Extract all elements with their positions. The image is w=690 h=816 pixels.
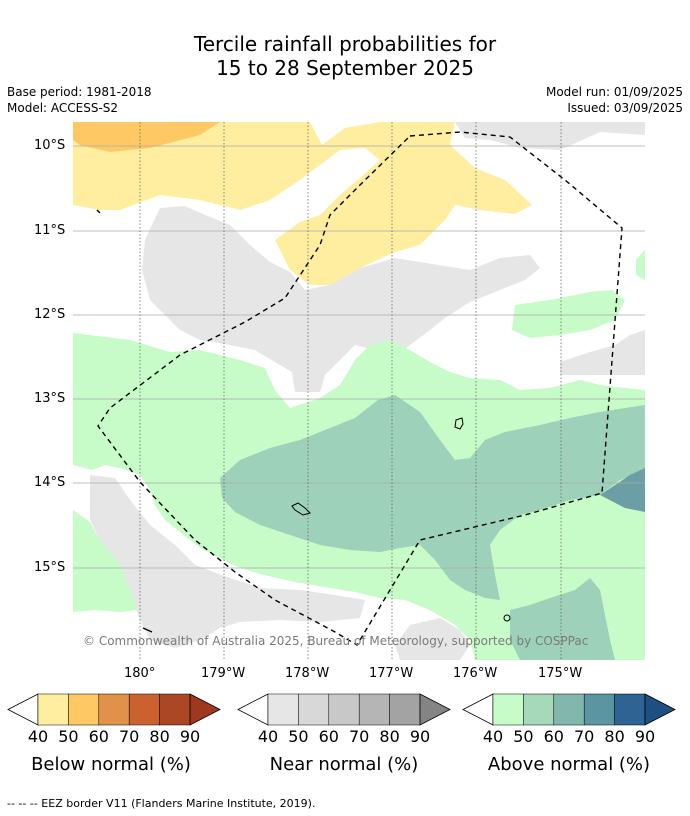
island-small bbox=[503, 614, 511, 622]
colorbar-segment bbox=[37, 693, 69, 726]
colorbar-tick-label: 90 bbox=[634, 727, 656, 746]
base-period: Base period: 1981-2018 bbox=[7, 85, 152, 99]
lon-label-179w: 179°W bbox=[201, 666, 246, 681]
lon-label-176w: 176°W bbox=[453, 666, 498, 681]
colorbar-caption-below: Below normal (%) bbox=[31, 754, 191, 775]
colorbar-caption-near: Near normal (%) bbox=[269, 754, 419, 775]
colorbar-tick-label: 50 bbox=[288, 727, 309, 746]
lon-label-180: 180° bbox=[124, 666, 156, 681]
colorbar-tick-label: 70 bbox=[119, 727, 140, 746]
island-futuna bbox=[291, 502, 311, 516]
eez-legend-note: -- -- -- EEZ border V11 (Flanders Marine… bbox=[7, 797, 316, 810]
colorbar-under-triangle bbox=[462, 693, 494, 726]
lon-label-175w: 175°W bbox=[538, 666, 583, 681]
colorbar-under-triangle bbox=[7, 693, 39, 726]
colorbar-segment bbox=[267, 693, 299, 726]
colorbar-tick-label: 90 bbox=[179, 727, 201, 746]
colorbar-tick-label: 80 bbox=[604, 727, 625, 746]
colorbar-segment bbox=[614, 693, 646, 726]
copyright-notice: © Commonwealth of Australia 2025, Bureau… bbox=[83, 634, 589, 648]
colorbar-segment bbox=[523, 693, 555, 726]
below-normal-50-region bbox=[73, 122, 220, 152]
colorbar-caption-above: Above normal (%) bbox=[487, 754, 651, 775]
colorbar-tick-label: 40 bbox=[257, 727, 279, 746]
above-normal-region-northeast bbox=[512, 290, 625, 338]
above-normal-60-region bbox=[600, 468, 645, 512]
colorbar-tick-label: 40 bbox=[27, 727, 49, 746]
near-normal-region-south bbox=[395, 618, 470, 660]
colorbar-near-normal bbox=[237, 693, 451, 726]
colorbar-over-triangle bbox=[419, 693, 451, 726]
map-title-line2: 15 to 28 September 2025 bbox=[216, 56, 474, 80]
colorbar-tick-label: 80 bbox=[379, 727, 400, 746]
below-normal-region bbox=[73, 122, 532, 285]
above-normal-50-region-southeast bbox=[510, 578, 615, 660]
near-normal-region-north bbox=[455, 122, 645, 150]
colorbar-tick-label: 60 bbox=[318, 727, 339, 746]
above-normal-region-edge bbox=[636, 250, 645, 280]
issued-date: Issued: 03/09/2025 bbox=[567, 101, 683, 115]
above-normal-50-region bbox=[220, 395, 645, 600]
lon-label-177w: 177°W bbox=[369, 666, 414, 681]
colorbar-segment bbox=[98, 693, 130, 726]
colorbar-segment bbox=[583, 693, 615, 726]
colorbar-segment bbox=[298, 693, 330, 726]
colorbar-segment bbox=[128, 693, 160, 726]
probability-regions bbox=[73, 122, 645, 660]
colorbar-tick-label: 50 bbox=[513, 727, 534, 746]
colorbar-tick-label: 60 bbox=[543, 727, 564, 746]
colorbar-tick-label: 60 bbox=[88, 727, 109, 746]
island-wallis bbox=[454, 417, 464, 430]
lat-label-15s: 15°S bbox=[34, 560, 66, 575]
colorbar-over-triangle bbox=[189, 693, 221, 726]
forecast-map bbox=[73, 122, 645, 660]
colorbar-tick-label: 50 bbox=[58, 727, 79, 746]
colorbar-segment bbox=[553, 693, 585, 726]
map-title-line1: Tercile rainfall probabilities for bbox=[193, 32, 497, 56]
colorbar-tick-label: 80 bbox=[149, 727, 170, 746]
lat-label-13s: 13°S bbox=[34, 391, 66, 406]
near-normal-region-central bbox=[142, 206, 540, 392]
colorbar-segment bbox=[492, 693, 524, 726]
colorbar-tick-label: 90 bbox=[409, 727, 431, 746]
colorbar-segment bbox=[328, 693, 360, 726]
colorbar-segment bbox=[159, 693, 191, 726]
colorbar-under-triangle bbox=[237, 693, 269, 726]
colorbars bbox=[7, 693, 676, 726]
eez-border-fragment-south bbox=[142, 627, 153, 633]
lat-label-14s: 14°S bbox=[34, 475, 66, 490]
colorbar-segment bbox=[358, 693, 390, 726]
colorbar-tick-label: 40 bbox=[482, 727, 504, 746]
model-run: Model run: 01/09/2025 bbox=[545, 85, 683, 99]
longitude-gridlines bbox=[139, 122, 562, 660]
near-normal-region-east bbox=[560, 330, 645, 375]
model-name: Model: ACCESS-S2 bbox=[7, 101, 119, 115]
lat-label-12s: 12°S bbox=[34, 307, 66, 322]
lat-label-11s: 11°S bbox=[34, 223, 66, 238]
colorbar-above-normal bbox=[462, 693, 676, 726]
latitude-gridlines bbox=[73, 145, 645, 569]
colorbar-segment bbox=[389, 693, 421, 726]
colorbar-tick-label: 70 bbox=[574, 727, 595, 746]
colorbar-below-normal bbox=[7, 693, 221, 726]
colorbar-over-triangle bbox=[644, 693, 676, 726]
lon-label-178w: 178°W bbox=[285, 666, 330, 681]
colorbar-segment bbox=[68, 693, 100, 726]
eez-border bbox=[97, 131, 623, 646]
near-normal-region-southwest bbox=[90, 475, 365, 648]
eez-border-fragment bbox=[96, 209, 101, 214]
above-normal-region-west bbox=[73, 510, 138, 612]
colorbar-tick-label: 70 bbox=[349, 727, 370, 746]
lat-label-10s: 10°S bbox=[34, 138, 66, 153]
